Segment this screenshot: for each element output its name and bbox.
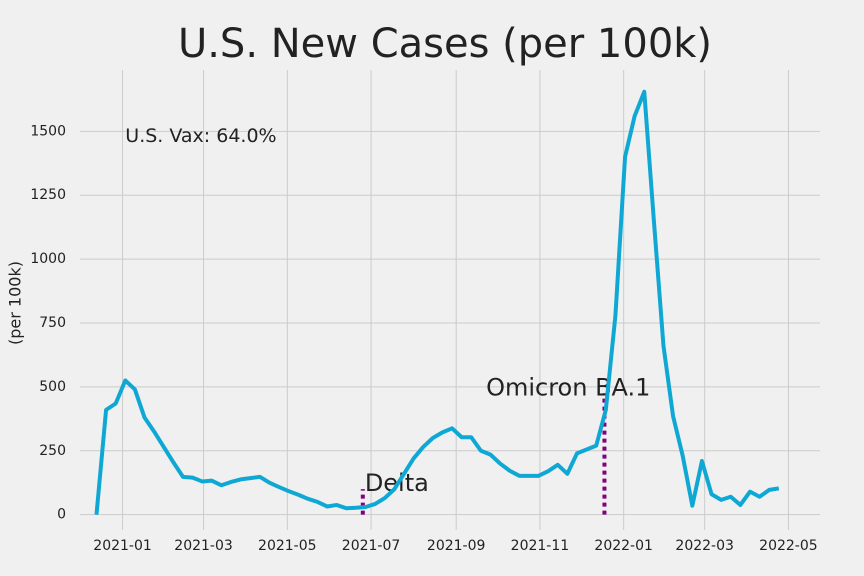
y-tick-label: 1000 — [30, 251, 66, 267]
x-tick-label: 2021-11 — [511, 538, 570, 554]
y-tick-label: 750 — [39, 315, 66, 331]
y-axis-label: (per 100k) — [6, 261, 25, 345]
y-tick-label: 1250 — [30, 187, 66, 203]
y-tick-label: 500 — [39, 379, 66, 395]
x-tick-label: 2022-01 — [594, 538, 653, 554]
chart-title: U.S. New Cases (per 100k) — [178, 21, 712, 67]
x-tick-label: 2021-01 — [93, 538, 152, 554]
x-tick-label: 2021-03 — [174, 538, 233, 554]
x-tick-label: 2022-05 — [759, 538, 818, 554]
annotation: U.S. Vax: 64.0% — [125, 125, 276, 147]
event-label: Omicron BA.1 — [486, 373, 650, 401]
x-tick-label: 2022-03 — [675, 538, 734, 554]
y-tick-label: 1500 — [30, 123, 66, 139]
x-tick-label: 2021-05 — [258, 538, 317, 554]
x-tick-label: 2021-09 — [427, 538, 486, 554]
y-tick-label: 250 — [39, 443, 66, 459]
y-tick-label: 0 — [57, 507, 66, 523]
x-tick-label: 2021-07 — [342, 538, 401, 554]
data-line — [94, 89, 780, 515]
